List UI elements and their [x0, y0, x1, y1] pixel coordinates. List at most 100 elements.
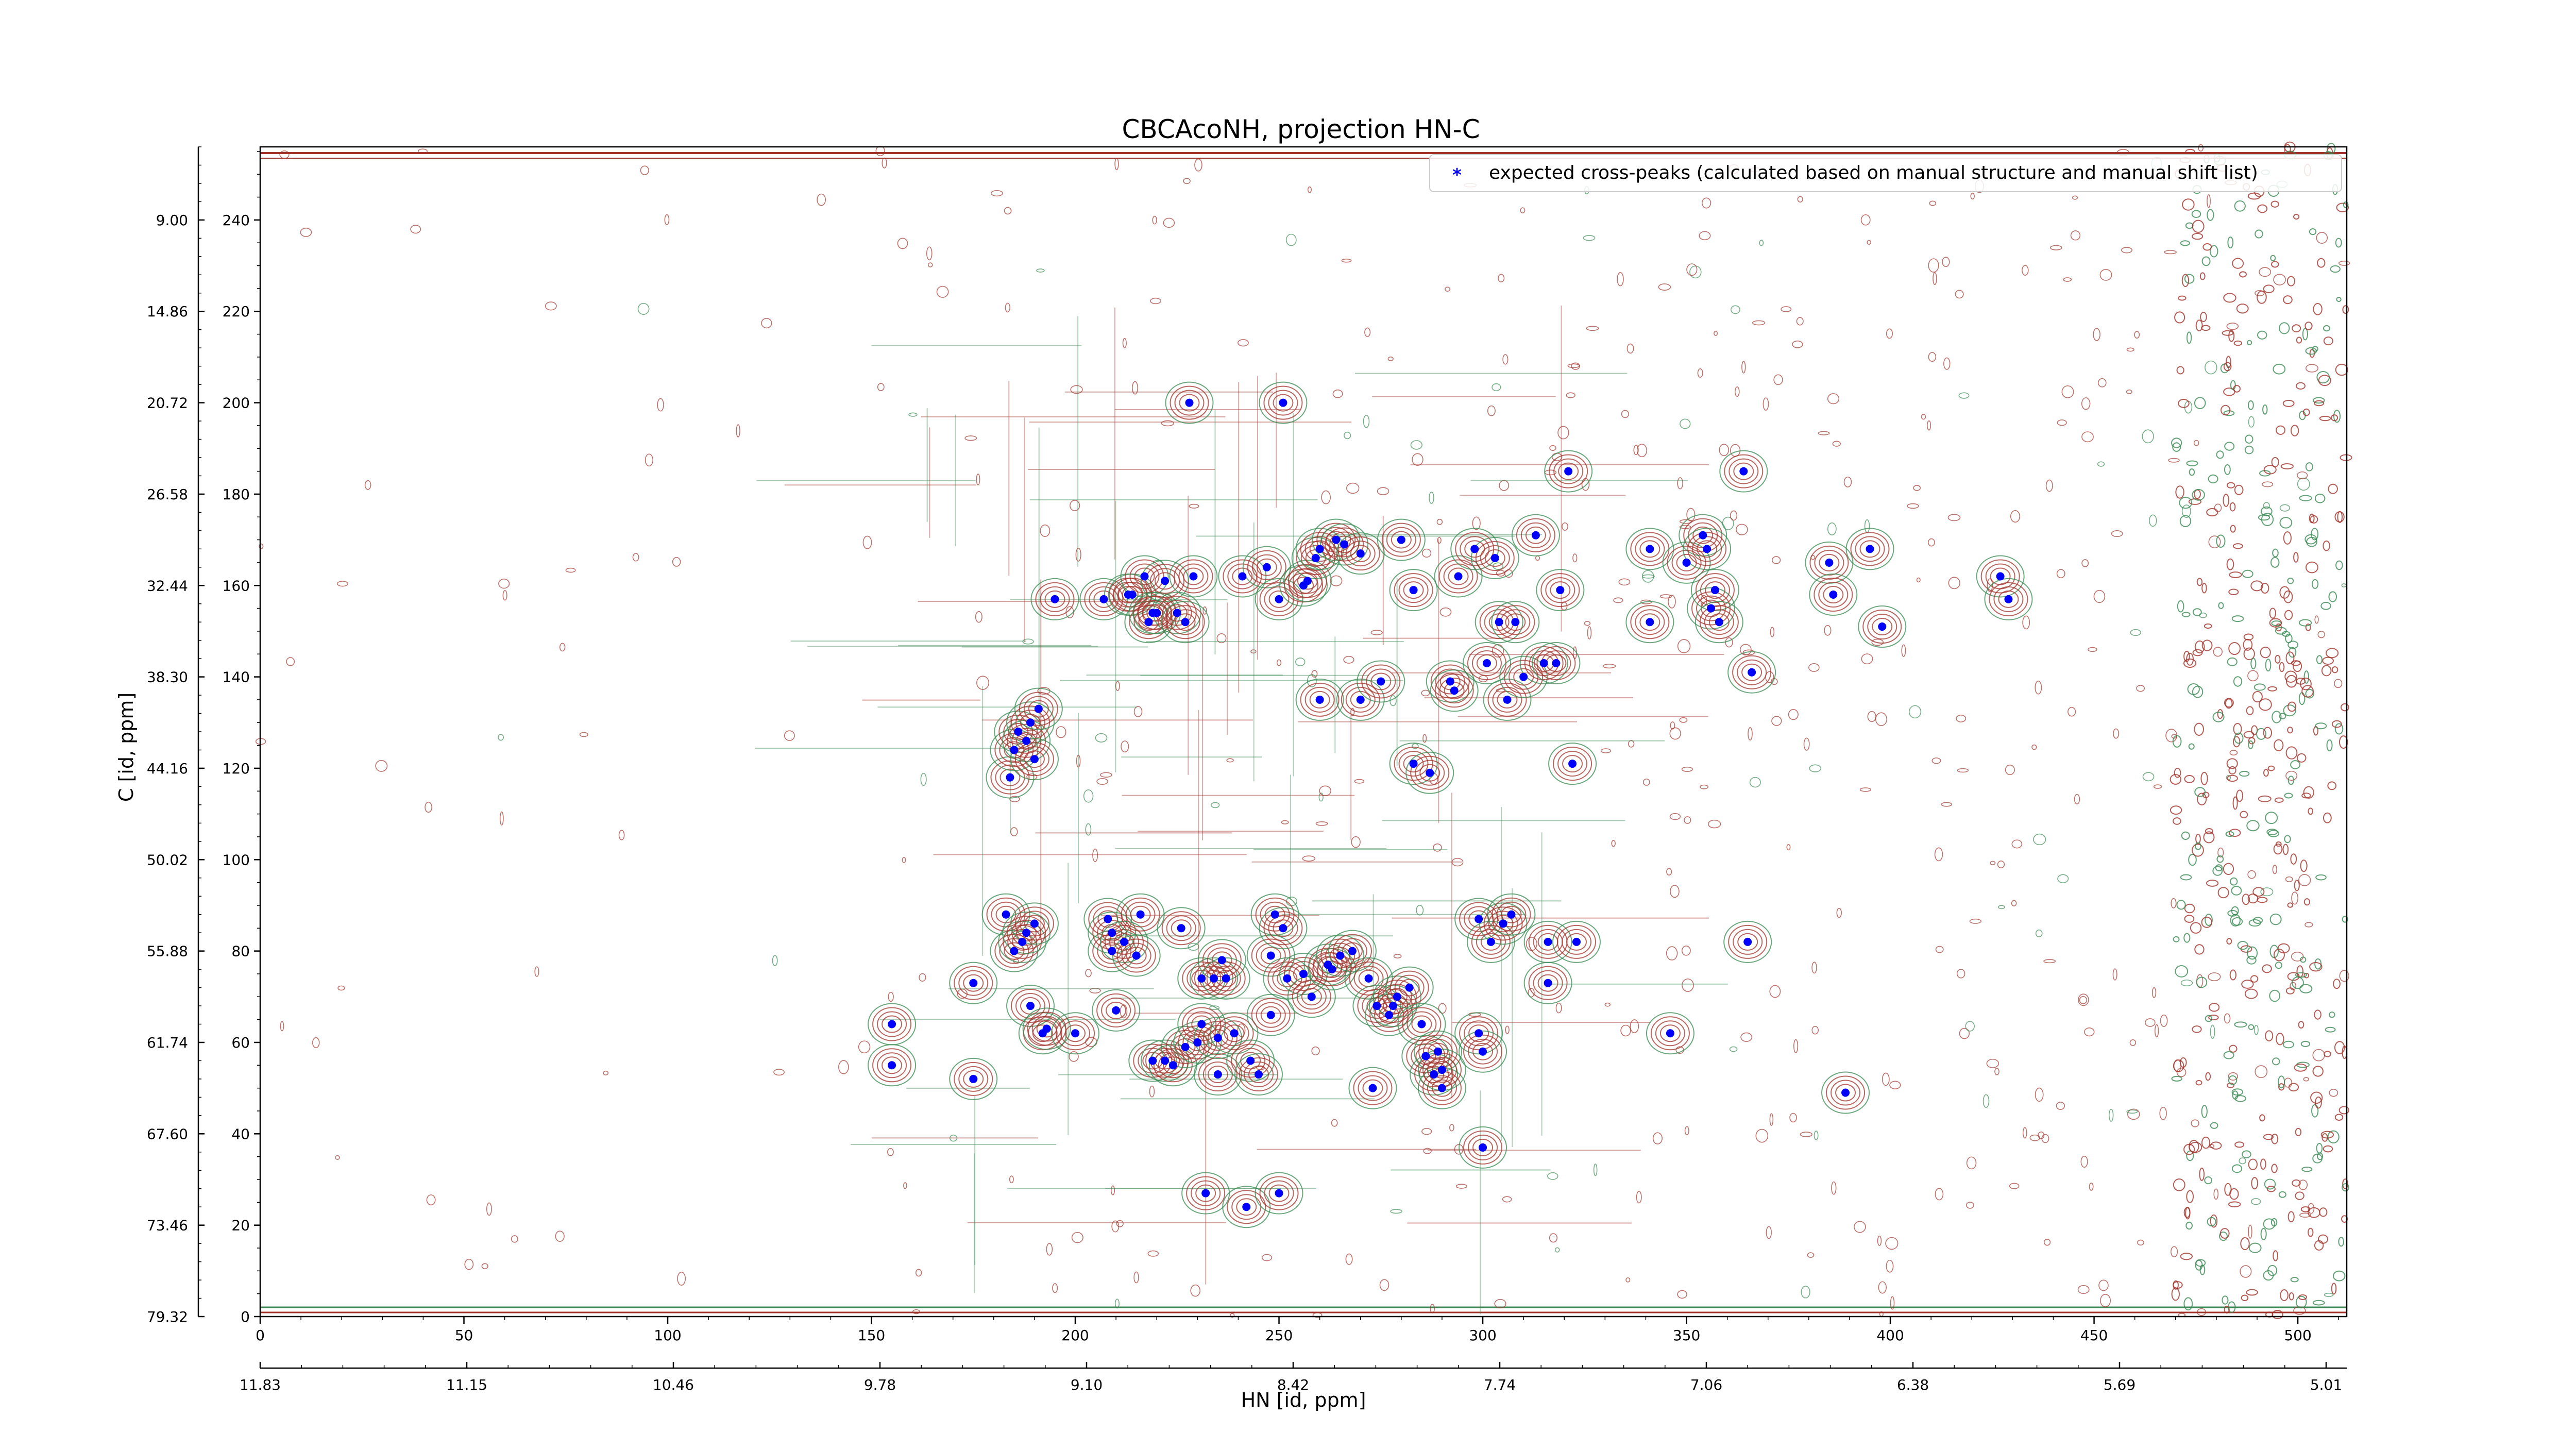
- contour-peak-ring: [1524, 646, 1564, 680]
- contour-peak-ring: [1178, 563, 1209, 589]
- contour-noise: [1739, 644, 1752, 655]
- contour-peak-ring: [1183, 567, 1204, 585]
- contour-peak-ring: [1011, 989, 1050, 1023]
- contour-peak-ring: [1823, 585, 1844, 603]
- cross-peak-marker: [1132, 951, 1141, 960]
- contour-peak-ring: [1207, 1029, 1228, 1047]
- contour-edge-right: [2223, 863, 2234, 875]
- cross-peak-marker: [1246, 1056, 1255, 1065]
- contour-peak-ring: [1287, 975, 1336, 1018]
- cross-peak-marker: [1010, 947, 1019, 955]
- contour-peak-ring: [1345, 541, 1376, 567]
- contour-noise: [1921, 414, 1926, 420]
- contour-edge-right: [2242, 1150, 2251, 1158]
- contour-noise: [2153, 784, 2162, 789]
- cross-peak-marker: [1112, 1006, 1121, 1015]
- contour-edge-right: [2224, 698, 2234, 708]
- cross-peak-marker: [1108, 929, 1116, 937]
- contour-noise: [1642, 778, 1650, 786]
- cross-peak-marker: [1332, 535, 1341, 544]
- contour-edge-right: [2328, 591, 2337, 602]
- contour-peak-ring: [1845, 528, 1894, 570]
- contour-edge-right: [2195, 319, 2203, 332]
- contour-edge-right: [2338, 735, 2348, 749]
- contour-peak-ring: [1389, 970, 1429, 1005]
- contour-noise: [1860, 214, 1871, 226]
- contour-edge-right: [2212, 712, 2225, 722]
- contour-edge-right: [2286, 276, 2296, 287]
- contour-edge-right: [2184, 774, 2195, 783]
- contour-peak-ring: [1014, 687, 1063, 730]
- contour-edge-right: [2257, 330, 2267, 340]
- cross-peak-marker: [1030, 755, 1039, 764]
- contour-noise: [1769, 1113, 1774, 1126]
- contour-edge-right: [2283, 590, 2293, 603]
- contour-noise: [2251, 1198, 2261, 1205]
- contour-edge-right: [2273, 363, 2286, 375]
- legend[interactable]: * expected cross-peaks (calculated based…: [1429, 154, 2342, 192]
- x-ppm-tick-label: 9.78: [864, 1376, 896, 1393]
- contour-noise: [2314, 615, 2319, 624]
- contour-noise: [1701, 197, 1711, 209]
- contour-edge-right: [2192, 232, 2204, 240]
- contour-peak-ring: [1475, 541, 1515, 576]
- contour-peak-ring: [1161, 911, 1201, 946]
- contour-peak-ring: [1448, 567, 1469, 585]
- legend-box: [1429, 154, 2342, 192]
- contour-peak-ring: [1431, 1079, 1452, 1097]
- contour-peak-ring: [868, 1044, 917, 1087]
- contour-noise: [2121, 247, 2132, 254]
- contour-noise: [1965, 1021, 1975, 1032]
- cross-peak-marker: [1006, 773, 1014, 782]
- contour-noise: [1827, 522, 1837, 536]
- contour-noise: [2097, 378, 2107, 387]
- cross-peak-marker: [969, 979, 978, 987]
- y-tick-label: 100: [223, 851, 250, 868]
- contour-noise: [1625, 1277, 1631, 1283]
- contour-edge-right: [2173, 1178, 2185, 1191]
- contour-noise: [2145, 1018, 2156, 1027]
- contour-noise: [1998, 905, 2005, 909]
- contour-noise: [1719, 444, 1730, 457]
- contour-noise: [1626, 343, 1634, 354]
- contour-noise: [1618, 578, 1631, 586]
- cross-peak-marker: [1866, 545, 1874, 553]
- contour-peak-ring: [1727, 651, 1776, 694]
- contour-peak-ring: [1166, 604, 1188, 622]
- contour-edge-right: [2195, 834, 2201, 844]
- contour-peak-ring: [1737, 659, 1767, 685]
- contour-noise: [908, 412, 918, 417]
- contour-peak-ring: [1345, 686, 1376, 713]
- contour-edge-right: [2236, 789, 2244, 802]
- contour-edge-right: [2303, 670, 2310, 684]
- contour-noise: [2176, 1067, 2187, 1077]
- contour-edge-right: [2237, 941, 2248, 950]
- contour-noise: [773, 1069, 785, 1076]
- contour-edge-right: [2273, 844, 2283, 855]
- contour-peak-ring: [1361, 664, 1401, 699]
- contour-edge-right: [2250, 658, 2257, 669]
- contour-noise: [2022, 1127, 2027, 1139]
- contour-peak-ring: [1329, 531, 1360, 558]
- contour-edge-right: [2233, 385, 2241, 393]
- contour-peak-ring: [1040, 586, 1070, 612]
- contour-edge-right: [2234, 484, 2244, 495]
- contour-noise: [2061, 385, 2074, 398]
- contour-noise: [481, 1263, 488, 1269]
- contour-noise: [1472, 516, 1481, 530]
- contour-edge-right: [2269, 618, 2282, 628]
- contour-edge-right: [2279, 517, 2293, 529]
- cross-peak-marker: [1531, 531, 1540, 540]
- contour-edge-right: [2243, 633, 2254, 641]
- cross-peak-marker: [1430, 1070, 1438, 1079]
- x-tick-label: 500: [2284, 1327, 2311, 1344]
- contour-noise: [2031, 744, 2037, 750]
- contour-noise: [1670, 885, 1680, 898]
- x-ppm-tick-label: 5.01: [2310, 1376, 2342, 1393]
- contour-peak-ring: [1491, 601, 1540, 644]
- contour-edge-right: [2248, 1242, 2262, 1253]
- contour-noise: [926, 246, 933, 261]
- contour-noise: [1630, 1019, 1639, 1034]
- contour-peak-ring: [1695, 573, 1735, 608]
